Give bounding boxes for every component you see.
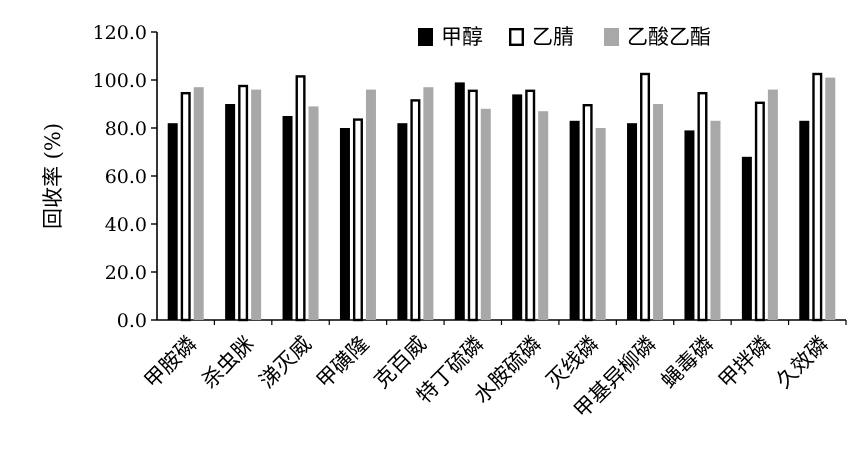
x-tick-label: 涕灭威 [255,332,317,394]
bar-乙腈 [582,103,593,322]
bar-甲醇 [454,82,465,321]
bar-乙腈 [352,118,363,322]
y-tick-label: 0.0 [117,310,147,332]
bar-乙腈 [238,84,249,322]
bar-甲醇 [225,104,236,320]
bar-甲醇 [339,128,350,320]
bar-甲醇 [397,123,408,320]
x-tick-label: 甲拌磷 [714,332,776,394]
bar-乙腈 [640,72,651,322]
x-tick-label: 杀虫脒 [197,332,259,394]
legend-swatch [509,28,525,47]
x-tick-label: 甲胺磷 [140,332,202,394]
x-tick-label: 久效磷 [771,332,833,394]
bar-乙酸乙酯 [538,111,549,320]
bar-乙腈 [754,101,765,322]
bar-甲醇 [167,123,178,320]
bar-乙酸乙酯 [251,89,262,320]
bar-甲醇 [569,120,580,320]
bar-乙酸乙酯 [710,120,721,320]
bar-乙酸乙酯 [653,104,664,320]
bar-乙腈 [525,89,536,322]
bar-乙酸乙酯 [365,89,376,320]
bar-甲醇 [741,156,752,320]
legend-swatch [418,28,433,46]
bar-乙酸乙酯 [193,87,204,320]
bar-乙酸乙酯 [595,128,606,320]
y-axis-title: 回收率 (%) [41,123,65,229]
legend-label: 乙腈 [532,25,574,49]
x-tick-label: 甲磺隆 [312,332,374,394]
y-tick-label: 60.0 [105,166,147,188]
legend-label: 乙酸乙酯 [627,25,711,49]
bar-乙酸乙酯 [767,89,778,320]
bar-甲醇 [799,120,810,320]
bar-乙酸乙酯 [423,87,434,320]
y-tick-label: 100.0 [93,70,147,92]
bar-乙腈 [697,91,708,322]
legend-label: 甲醇 [441,25,483,49]
bar-甲醇 [684,130,695,320]
bar-乙腈 [180,91,191,322]
bar-乙腈 [410,99,421,322]
y-tick-label: 40.0 [105,214,147,236]
bar-乙腈 [467,89,478,322]
bar-乙酸乙酯 [825,77,836,320]
x-tick-label: 蝇毒磷 [656,332,718,394]
y-tick-label: 20.0 [105,262,147,284]
bar-乙酸乙酯 [480,108,491,320]
bar-乙腈 [295,75,306,322]
bar-甲醇 [627,123,638,320]
y-tick-label: 80.0 [105,118,147,140]
y-tick-label: 120.0 [93,22,147,44]
bar-乙酸乙酯 [308,106,319,321]
bar-甲醇 [512,94,523,321]
legend-swatch [604,28,619,46]
bar-甲醇 [282,116,293,320]
bar-乙腈 [812,72,823,322]
